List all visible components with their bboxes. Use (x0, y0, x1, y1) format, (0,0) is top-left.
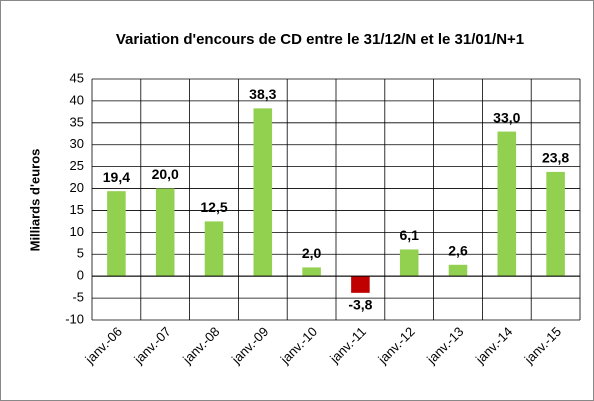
value-label: 38,3 (249, 86, 276, 102)
bar (107, 191, 126, 277)
bar (448, 264, 468, 277)
y-tick-label: 20 (70, 180, 84, 195)
bar (351, 276, 370, 293)
y-tick-label: 25 (70, 158, 84, 173)
value-label: 12,5 (200, 199, 227, 215)
y-tick-label: 45 (70, 70, 84, 85)
value-label: 33,0 (493, 109, 520, 125)
value-label: 19,4 (103, 169, 130, 185)
y-tick-label: 40 (70, 92, 84, 107)
bar (399, 249, 419, 277)
value-label: 2,0 (302, 245, 322, 261)
y-tick-label: 35 (70, 114, 84, 129)
bar (204, 221, 224, 277)
bar (155, 188, 175, 277)
value-label: 6,1 (399, 227, 419, 243)
y-axis-label: Milliards d'euros (27, 149, 42, 252)
value-label: 2,6 (448, 242, 468, 258)
value-label: 23,8 (542, 150, 569, 166)
bar (253, 108, 273, 277)
value-label: 20,0 (152, 166, 179, 182)
bar (302, 267, 321, 277)
y-tick-label: 0 (77, 268, 84, 283)
y-tick-label: 30 (70, 136, 84, 151)
value-label: -3,8 (348, 297, 372, 313)
y-tick-label: -10 (65, 311, 84, 326)
y-tick-label: 10 (70, 224, 84, 239)
bar (497, 131, 517, 277)
bar (546, 171, 565, 277)
y-tick-label: 15 (70, 202, 84, 217)
y-tick-label: 5 (77, 246, 84, 261)
y-tick-label: -5 (72, 290, 84, 305)
chart-title: Variation d'encours de CD entre le 31/12… (116, 31, 524, 48)
